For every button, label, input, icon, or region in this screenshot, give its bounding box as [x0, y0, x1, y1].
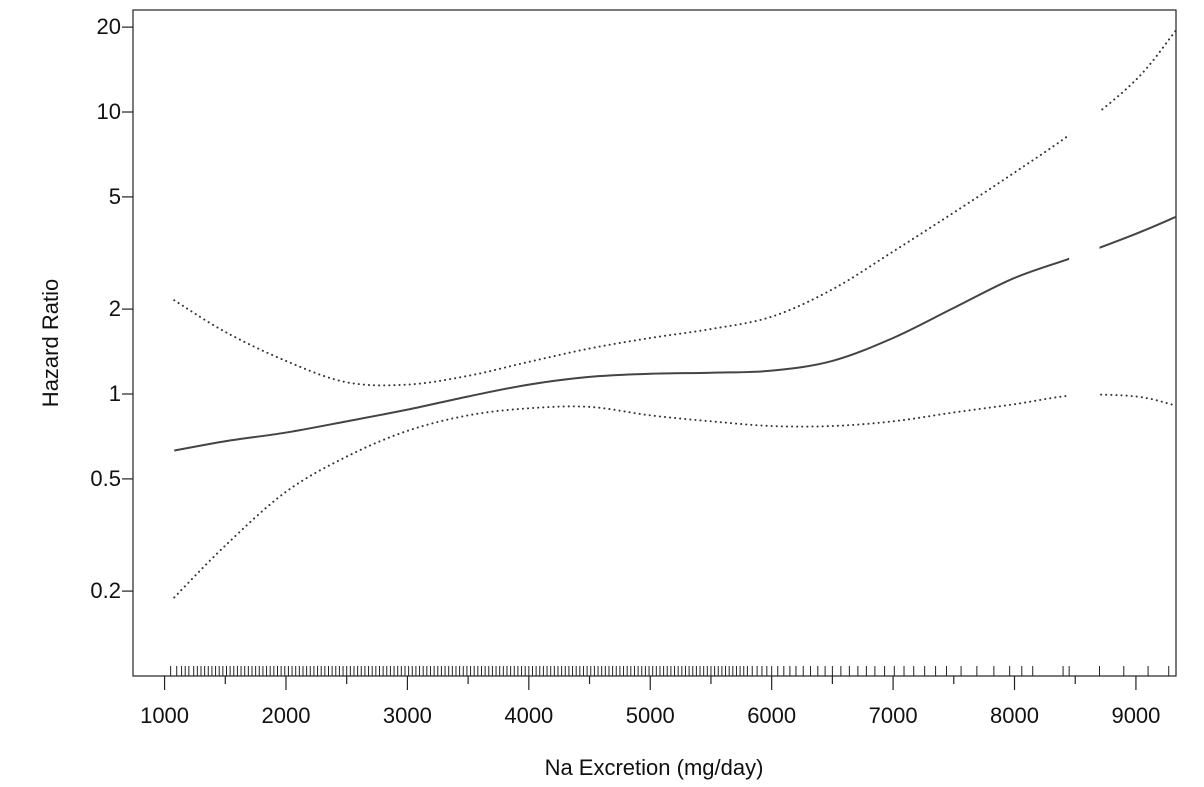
- x-tick-label: 6000: [747, 703, 796, 728]
- x-tick-label: 4000: [504, 703, 553, 728]
- y-axis-title: Hazard Ratio: [38, 279, 63, 407]
- y-tick-label: 1: [109, 381, 121, 406]
- x-tick-label: 9000: [1111, 703, 1160, 728]
- x-axis: 1000 2000 3000 4000 5000 6000 7000 8000 9000: [140, 676, 1160, 728]
- upper-ci-line: [173, 29, 1177, 387]
- x-tick-label: 1000: [140, 703, 189, 728]
- x-axis-title: Na Excretion (mg/day): [545, 755, 764, 780]
- confidence-bands: [173, 29, 1177, 599]
- y-axis: 0.2 0.5 1 2 5 10 20: [90, 14, 133, 603]
- x-tick-label: 3000: [383, 703, 432, 728]
- lower-ci-line: [173, 393, 1177, 599]
- hazard-ratio-line: [174, 215, 1177, 452]
- x-tick-label: 7000: [869, 703, 918, 728]
- y-tick-label: 2: [109, 296, 121, 321]
- estimate-line-layer: [174, 215, 1177, 452]
- y-tick-label: 20: [97, 14, 121, 39]
- x-tick-label: 5000: [626, 703, 675, 728]
- plot-frame: [132, 9, 1177, 677]
- y-tick-label: 5: [109, 184, 121, 209]
- x-tick-label: 2000: [262, 703, 311, 728]
- x-tick-label: 8000: [990, 703, 1039, 728]
- rug-marks: [170, 666, 1170, 676]
- y-tick-label: 10: [97, 99, 121, 124]
- y-tick-label: 0.2: [90, 578, 121, 603]
- y-tick-label: 0.5: [90, 466, 121, 491]
